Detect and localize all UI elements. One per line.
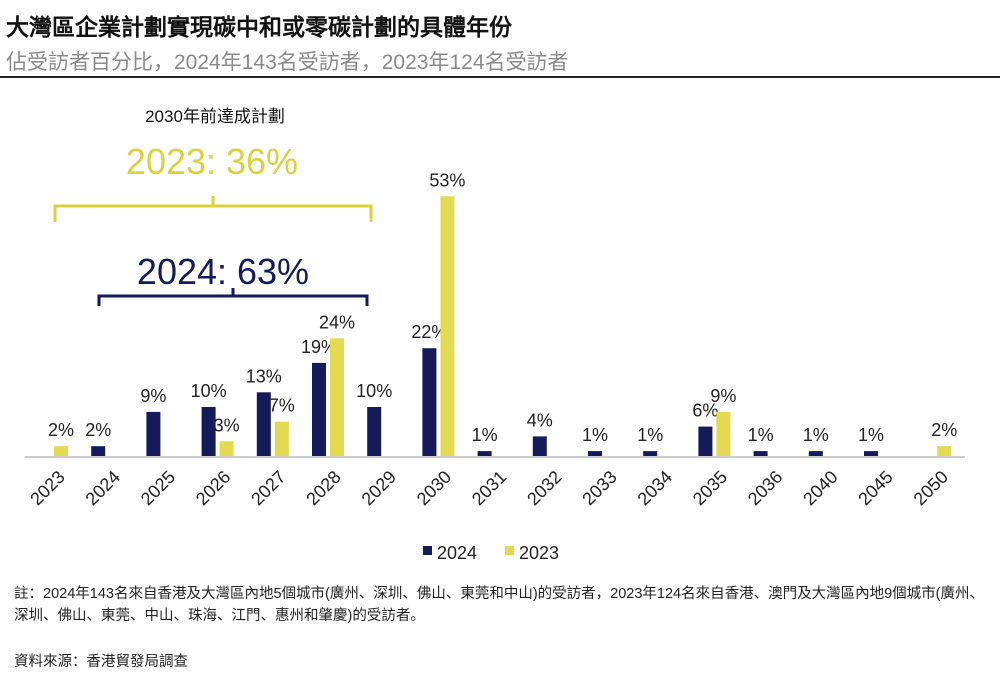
data-label-2024-2032: 4% [527, 410, 553, 430]
chart-subtitle: 佔受訪者百分比，2024年143名受訪者，2023年124名受訪者 [6, 51, 569, 74]
bar-2024-2029 [367, 407, 382, 456]
x-tick-label-2031: 2031 [468, 467, 510, 509]
data-label-2023-2023: 2% [48, 420, 74, 440]
bar-2024-2034 [643, 451, 658, 456]
data-label-2024-2026: 10% [191, 381, 227, 401]
bar-2024-2024 [91, 446, 106, 456]
x-tick-label-2034: 2034 [634, 467, 676, 509]
data-label-2024-2035: 6% [692, 401, 718, 421]
x-tick-label-2027: 2027 [247, 467, 289, 509]
x-tick-label-2025: 2025 [137, 467, 179, 509]
data-label-2024-2036: 1% [748, 425, 774, 445]
legend-swatch-2024 [423, 546, 432, 555]
x-tick-label-2026: 2026 [192, 467, 234, 509]
chart-title: 大灣區企業計劃實現碳中和或零碳計劃的具體年份 [6, 14, 512, 40]
bar-2023-2026 [219, 441, 234, 456]
x-tick-label-2023: 2023 [26, 467, 68, 509]
data-label-2023-2027: 7% [269, 396, 295, 416]
footnote: 註：2024年143名來自香港及大灣區內地5個城市(廣州、深圳、佛山、東莞和中山… [14, 586, 985, 624]
bracket-2023 [53, 196, 373, 222]
x-tick-label-2035: 2035 [689, 467, 731, 509]
x-tick-label-2045: 2045 [854, 467, 896, 509]
bar-2023-2028 [330, 338, 344, 456]
legend: 2024 2023 [423, 543, 559, 563]
x-tick-label-2050: 2050 [910, 467, 952, 509]
data-label-2024-2024: 2% [85, 420, 111, 440]
data-label-2024-2025: 9% [140, 386, 166, 406]
bar-2024-2045 [864, 451, 878, 456]
bar-2024-2025 [146, 411, 161, 456]
annotation-group-label: 2030年前達成計劃 [145, 107, 285, 126]
bar-2024-2028 [312, 362, 326, 456]
bar-chart: 2030年前達成計劃 2023: 36% 2024: 63% 2% 2% 9% 10%… [25, 107, 965, 563]
x-tick-label-2032: 2032 [523, 467, 565, 509]
data-label-2023-2035: 9% [710, 386, 736, 406]
data-label-2024-2027: 13% [246, 366, 282, 386]
data-label-2024-2033: 1% [582, 425, 608, 445]
data-label-2024-2045: 1% [858, 425, 884, 445]
x-tick-label-2028: 2028 [302, 467, 344, 509]
x-tick-label-2030: 2030 [413, 467, 455, 509]
data-label-2023-2028: 24% [319, 312, 355, 332]
bar-2024-2040 [808, 451, 823, 456]
data-label-2024-2040: 1% [803, 425, 829, 445]
annotation-2024-total: 2024: 63% [137, 251, 309, 292]
source-note: 資料來源：香港貿發局調查 [14, 654, 188, 670]
legend-swatch-2023 [505, 546, 514, 555]
x-tick-label-2040: 2040 [799, 467, 841, 509]
bar-2023-2023 [54, 446, 68, 456]
legend-label-2024: 2024 [437, 543, 477, 563]
data-label-2023-2050: 2% [931, 420, 957, 440]
bar-2023-2050 [937, 446, 952, 456]
data-label-2024-2028: 19% [301, 337, 337, 357]
bar-2024-2031 [477, 451, 492, 456]
data-label-2023-2030: 53% [429, 170, 465, 190]
bracket-2024 [97, 288, 369, 306]
bar-2023-2030 [440, 196, 455, 457]
x-tick-label-2033: 2033 [578, 467, 620, 509]
data-label-2024-2031: 1% [472, 425, 498, 445]
bar-2023-2035 [716, 411, 731, 456]
bar-2024-2036 [753, 451, 768, 456]
data-label-2024-2030: 22% [411, 322, 447, 342]
annotation-2023-total: 2023: 36% [126, 141, 298, 182]
x-tick-label-2036: 2036 [744, 467, 786, 509]
bar-2024-2033 [588, 451, 602, 456]
bar-2024-2027 [256, 392, 271, 456]
x-tick-label-2029: 2029 [358, 467, 400, 509]
title-divider [0, 76, 1000, 78]
data-label-2024-2029: 10% [356, 381, 392, 401]
bar-2024-2026 [201, 407, 216, 456]
bar-2024-2032 [532, 436, 547, 456]
data-label-2023-2026: 3% [214, 415, 240, 435]
bar-2024-2035 [698, 426, 713, 456]
legend-label-2023: 2023 [519, 543, 559, 563]
x-tick-label-2024: 2024 [82, 467, 124, 509]
bar-2024-2030 [422, 348, 437, 456]
data-label-2024-2034: 1% [637, 425, 663, 445]
bar-2023-2027 [274, 421, 289, 456]
